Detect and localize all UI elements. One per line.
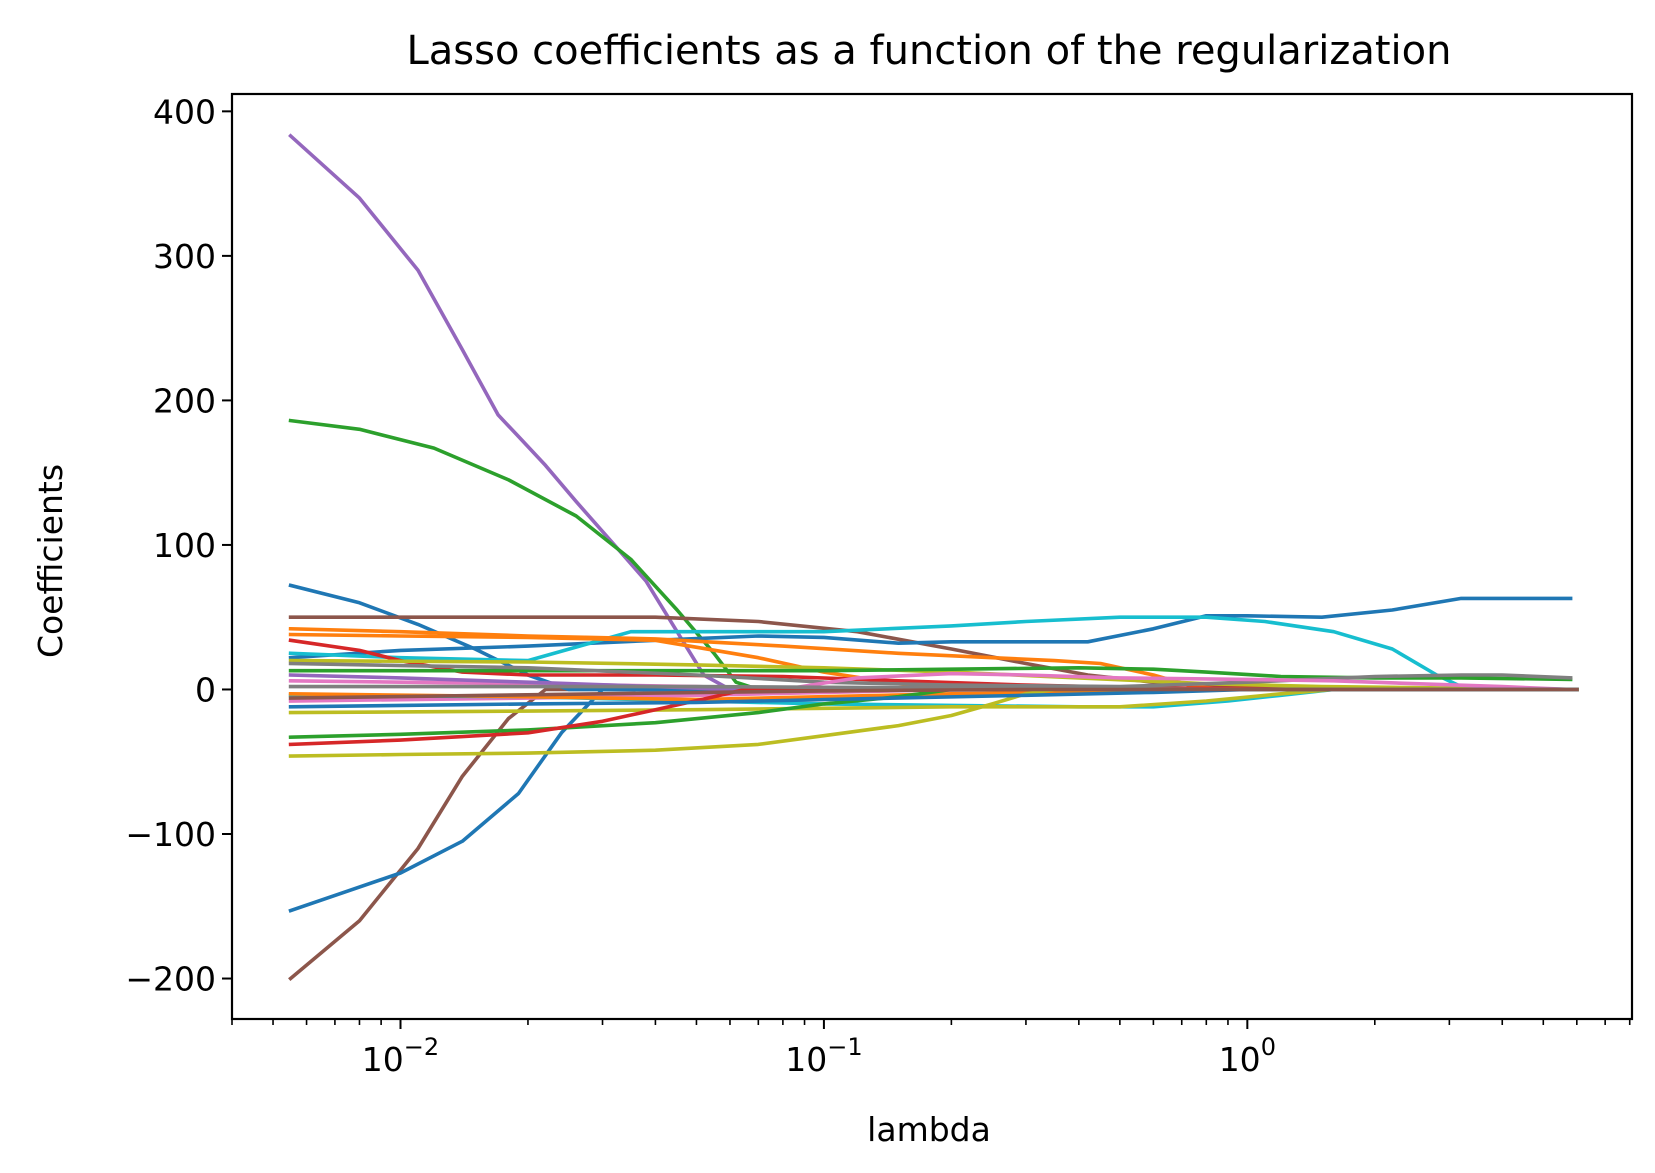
y-tick-label: 400 — [153, 92, 216, 131]
series-line-14 — [288, 661, 1573, 689]
x-tick-label: 100 — [1219, 1033, 1276, 1079]
y-tick-label: 200 — [153, 381, 216, 420]
y-tick-label: 300 — [153, 237, 216, 276]
series-line-3 — [288, 687, 1579, 982]
plot-frame — [230, 92, 1634, 1021]
series-line-7 — [288, 596, 1573, 660]
y-tick-label: −100 — [125, 815, 216, 854]
series-line-20 — [288, 687, 1579, 715]
y-tick-label: 100 — [153, 526, 216, 565]
x-tick-label: 10−1 — [785, 1033, 862, 1079]
series-line-2 — [288, 418, 1579, 692]
x-tick-label: 10−2 — [362, 1033, 439, 1079]
y-tick-label: 0 — [195, 670, 216, 709]
y-axis-label: Coefficients — [31, 464, 70, 658]
y-axis: 400 300 200 100 0 −100 −200 — [125, 92, 232, 999]
series-line-4 — [288, 687, 1579, 913]
x-axis-label: lambda — [867, 1110, 991, 1149]
series-layer — [288, 133, 1579, 982]
y-tick-label: −200 — [125, 960, 216, 999]
series-line-1 — [288, 133, 1579, 692]
chart-title: Lasso coefficients as a function of the … — [407, 28, 1452, 74]
series-line-8 — [288, 615, 1573, 692]
series-line-23 — [288, 687, 1579, 758]
series-line-26 — [288, 687, 1579, 700]
x-axis: 10−2 10−1 100 — [231, 1019, 1631, 1079]
